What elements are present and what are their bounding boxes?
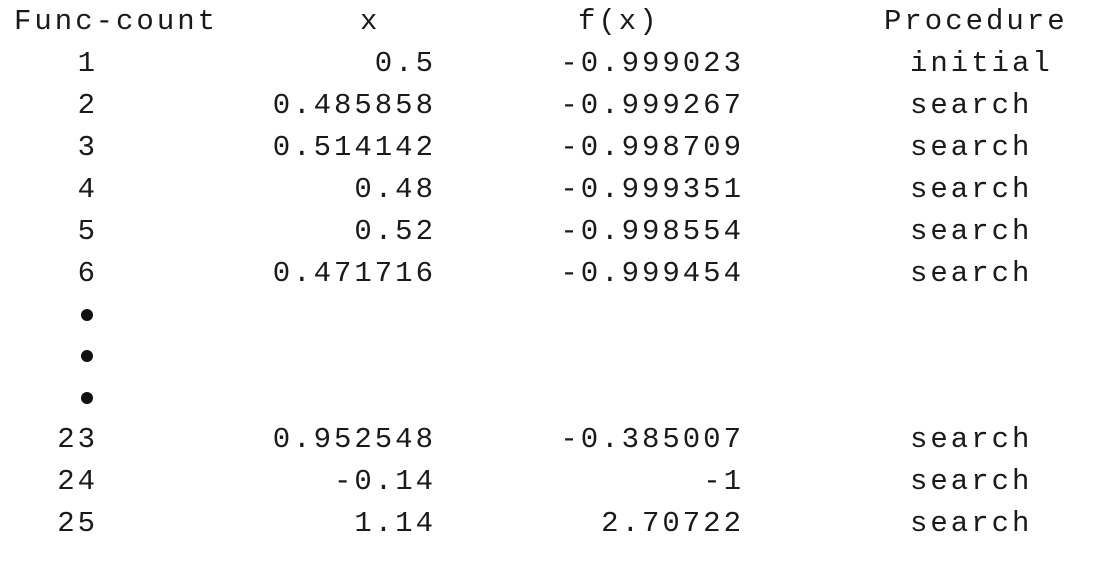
procedure-cell: search <box>910 465 1033 498</box>
fx-cell: -0.999351 <box>560 173 744 206</box>
ellipsis-dot <box>81 350 93 362</box>
procedure-cell: search <box>910 423 1033 456</box>
fx-cell: -0.999267 <box>560 89 744 122</box>
ellipsis-dot <box>81 309 93 321</box>
fx-cell: 2.70722 <box>601 507 744 540</box>
func-count-cell: 1 <box>77 47 98 80</box>
fx-cell: -0.999454 <box>560 257 744 290</box>
table-row: 6 0.471716 -0.999454 search <box>0 254 1116 294</box>
fx-cell: -0.998554 <box>560 215 744 248</box>
x-cell: 0.52 <box>354 215 436 248</box>
table-row: 4 0.48 -0.999351 search <box>0 170 1116 210</box>
procedure-cell: search <box>910 507 1033 540</box>
procedure-cell: search <box>910 89 1033 122</box>
x-cell: 0.471716 <box>272 257 436 290</box>
table-row: 24 -0.14 -1 search <box>0 462 1116 502</box>
x-cell: 0.485858 <box>272 89 436 122</box>
x-cell: 0.5 <box>374 47 436 80</box>
x-cell: 0.48 <box>354 173 436 206</box>
table-row: 23 0.952548 -0.385007 search <box>0 420 1116 460</box>
fx-cell: -0.999023 <box>560 47 744 80</box>
func-count-cell: 24 <box>57 465 98 498</box>
header-row: Func-count x f(x) Procedure <box>0 2 1116 42</box>
fx-cell: -1 <box>703 465 744 498</box>
func-count-cell: 4 <box>77 173 98 206</box>
func-count-cell: 2 <box>77 89 98 122</box>
ellipsis-dot <box>81 392 93 404</box>
table-row: 3 0.514142 -0.998709 search <box>0 128 1116 168</box>
header-func-count: Func-count <box>14 5 219 38</box>
func-count-cell: 5 <box>77 215 98 248</box>
func-count-cell: 23 <box>57 423 98 456</box>
header-fx: f(x) <box>578 5 660 38</box>
func-count-cell: 6 <box>77 257 98 290</box>
header-x: x <box>360 5 381 38</box>
procedure-cell: initial <box>910 47 1053 80</box>
table-row: 1 0.5 -0.999023 initial <box>0 44 1116 84</box>
x-cell: 1.14 <box>354 507 436 540</box>
table-row: 5 0.52 -0.998554 search <box>0 212 1116 252</box>
procedure-cell: search <box>910 257 1033 290</box>
header-procedure: Procedure <box>884 5 1068 38</box>
x-cell: 0.952548 <box>272 423 436 456</box>
func-count-cell: 3 <box>77 131 98 164</box>
table-row: 25 1.14 2.70722 search <box>0 504 1116 544</box>
func-count-cell: 25 <box>57 507 98 540</box>
procedure-cell: search <box>910 173 1033 206</box>
procedure-cell: search <box>910 215 1033 248</box>
fx-cell: -0.385007 <box>560 423 744 456</box>
x-cell: -0.14 <box>333 465 436 498</box>
fx-cell: -0.998709 <box>560 131 744 164</box>
table-row: 2 0.485858 -0.999267 search <box>0 86 1116 126</box>
procedure-cell: search <box>910 131 1033 164</box>
x-cell: 0.514142 <box>272 131 436 164</box>
